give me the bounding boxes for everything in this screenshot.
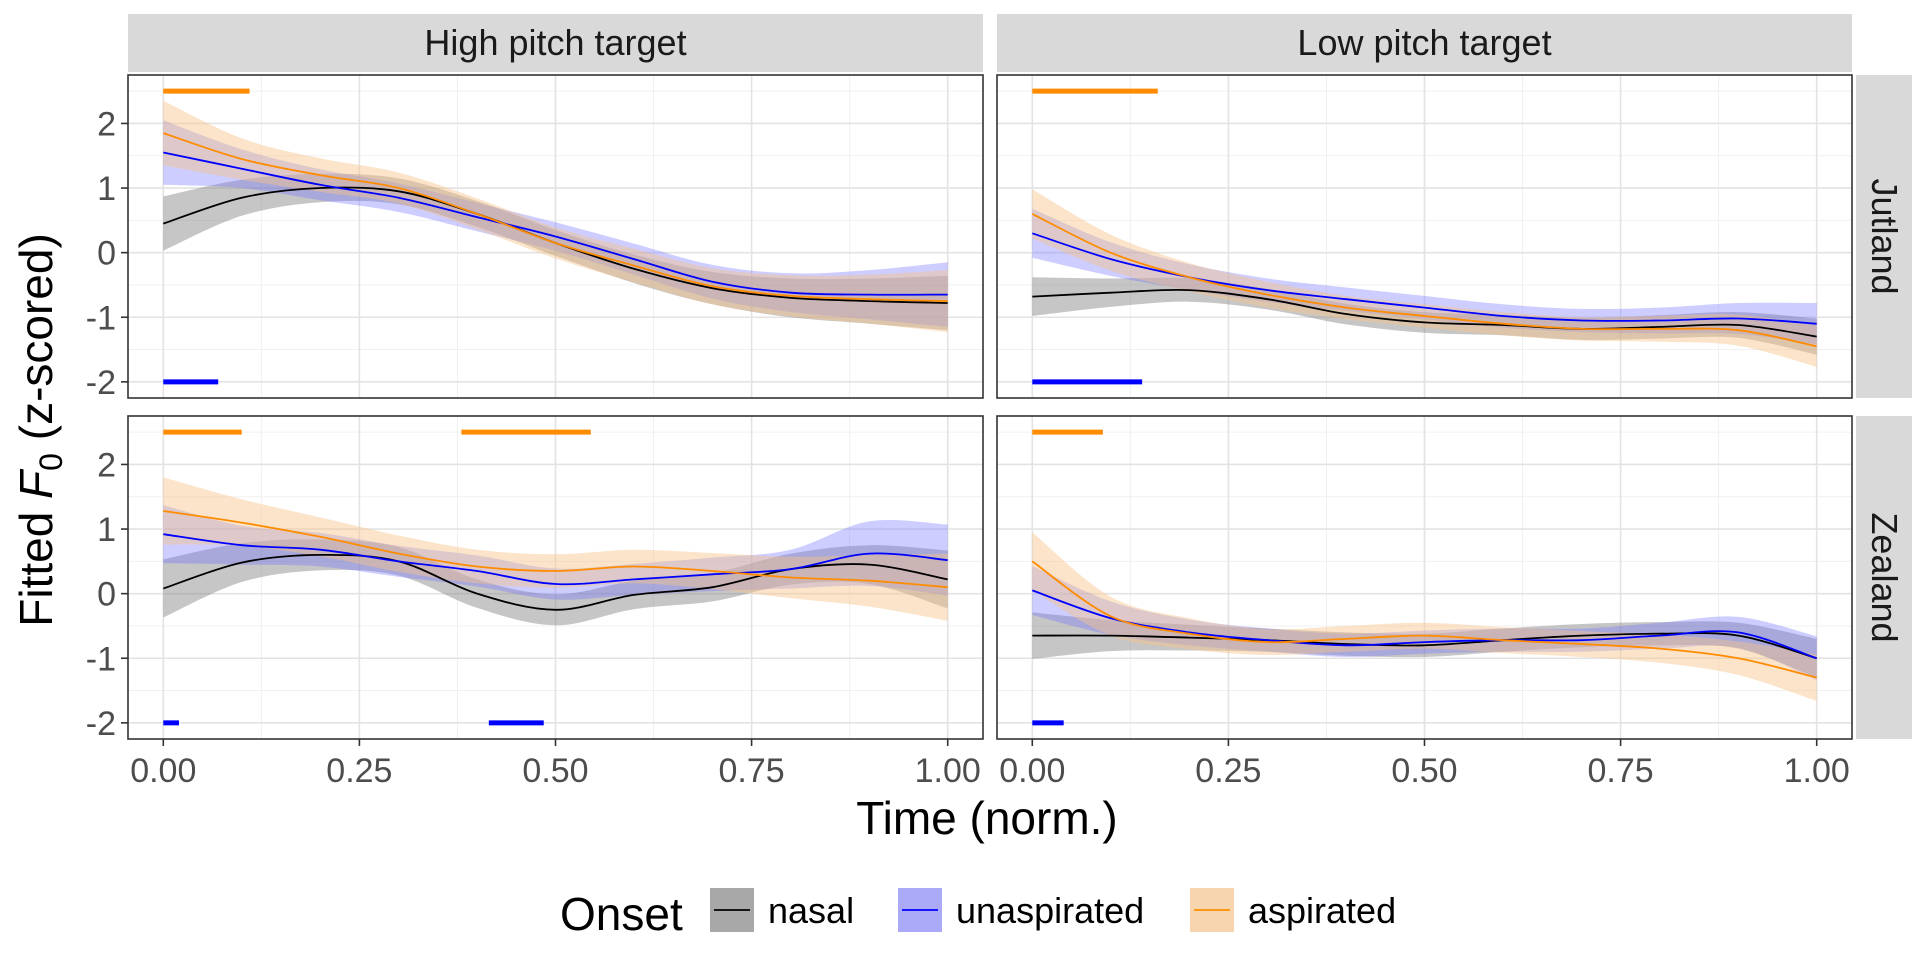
legend-label-aspirated: aspirated (1248, 890, 1396, 931)
x-tick-label: 0.50 (522, 752, 588, 790)
facet-panels (127, 74, 1853, 740)
y-axis-title-variable: F (10, 468, 62, 499)
y-axis-title-subscript: 0 (33, 453, 69, 471)
legend-item-unaspirated: unaspirated (898, 888, 1144, 932)
line-nasal (1032, 288, 1817, 338)
ribbon-aspirated (163, 100, 948, 333)
ribbon-nasal (163, 539, 948, 626)
ribbon-unaspirated (1032, 565, 1817, 681)
ribbon-nasal (163, 173, 948, 331)
y-axis-title-prefix: Fitted (10, 499, 62, 627)
legend-label-unaspirated: unaspirated (956, 890, 1144, 931)
x-tick-label: 0.50 (1391, 752, 1457, 790)
ribbon-aspirated (1032, 189, 1817, 367)
legend-item-aspirated: aspirated (1190, 888, 1396, 932)
y-tick-label: -1 (86, 640, 116, 678)
y-tick-label: -2 (86, 705, 116, 743)
line-aspirated (1031, 213, 1817, 348)
x-tick-label: 0.75 (719, 752, 785, 790)
strip-low-pitch-target (997, 14, 1852, 72)
legend-label-nasal: nasal (768, 890, 854, 931)
ribbon-unaspirated (163, 505, 948, 600)
y-tick-label: 0 (97, 576, 116, 614)
y-tick-label: 0 (97, 235, 116, 273)
strip-label-zealand: Zealand (1864, 512, 1905, 642)
x-tick-label: 0.75 (1588, 752, 1654, 790)
x-tick-label: 0.25 (1195, 752, 1261, 790)
panel-high-pitch-target-zealand (127, 415, 984, 740)
x-tick-label: 1.00 (1784, 752, 1850, 790)
panel-data (1031, 429, 1817, 726)
line-aspirated (1031, 560, 1817, 679)
panel-low-pitch-target-jutland (996, 74, 1853, 399)
y-axis-title-suffix: (z-scored) (10, 233, 62, 453)
panel-high-pitch-target-jutland (127, 74, 984, 399)
panel-border (996, 74, 1853, 399)
ribbon-aspirated (1032, 532, 1817, 701)
x-tick-label: 0.25 (326, 752, 392, 790)
panel-data (1031, 88, 1817, 385)
ribbon-unaspirated (1032, 208, 1817, 345)
axes: -2 -1 0 1 2 -2 -1 0 1 2 0.00 0.25 0.50 0.75 1.00 0.00 0.… (86, 105, 1850, 790)
x-tick-label: 1.00 (915, 752, 981, 790)
strip-zealand (1856, 416, 1912, 739)
line-unaspirated (1032, 232, 1817, 325)
x-tick-label: 0.00 (130, 752, 196, 790)
legend-item-nasal: nasal (710, 888, 854, 932)
facet-strips: High pitch target Low pitch target Jutland… (128, 14, 1912, 739)
strip-label-high-pitch-target: High pitch target (424, 22, 686, 63)
panel-low-pitch-target-zealand (996, 415, 1853, 740)
y-tick-label: -1 (86, 299, 116, 337)
y-tick-label: 1 (97, 170, 116, 208)
y-tick-label: -2 (86, 364, 116, 402)
ribbon-unaspirated (163, 120, 948, 327)
y-axis-title: Fitted F0 (z-scored) (10, 233, 69, 627)
x-tick-label: 0.00 (999, 752, 1065, 790)
y-tick-label: 1 (97, 511, 116, 549)
line-aspirated (163, 132, 948, 302)
y-tick-label: 2 (97, 105, 116, 143)
strip-label-jutland: Jutland (1864, 178, 1905, 294)
line-aspirated (163, 510, 948, 589)
strip-label-low-pitch-target: Low pitch target (1297, 22, 1551, 63)
y-tick-label: 2 (97, 446, 116, 484)
line-unaspirated (1032, 589, 1817, 660)
line-unaspirated (163, 533, 948, 586)
legend: Onset nasal unaspirated aspirated (560, 888, 1396, 940)
x-axis-title: Time (norm.) (856, 792, 1118, 844)
line-nasal (163, 553, 948, 611)
panel-data (163, 88, 948, 385)
panel-data (163, 429, 948, 726)
strip-jutland (1856, 75, 1912, 398)
line-unaspirated (163, 151, 948, 296)
ribbon-aspirated (163, 477, 948, 621)
strip-high-pitch-target (128, 14, 983, 72)
legend-title: Onset (560, 888, 683, 940)
panel-border (127, 74, 984, 399)
